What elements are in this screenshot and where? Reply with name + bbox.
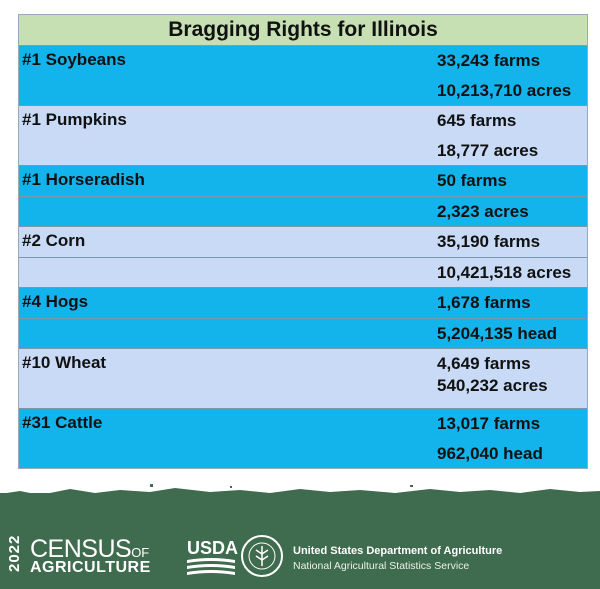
service-name: National Agricultural Statistics Service	[293, 560, 470, 572]
row-farms: 13,017 farms	[437, 414, 541, 433]
table-title: Bragging Rights for Illinois	[19, 15, 587, 46]
row-farms: 35,190 farms	[437, 232, 541, 251]
usda-logo-icon	[187, 558, 235, 575]
table-row: #4 Hogs 1,678 farms 5,204,135 head	[19, 287, 587, 348]
table-row: #1 Soybeans 33,243 farms 10,213,710 acres	[19, 46, 587, 105]
rankings-table: Bragging Rights for Illinois #1 Soybeans…	[18, 14, 588, 469]
row-amount: 2,323 acres	[437, 201, 529, 221]
row-amount: 540,232 acres	[437, 375, 548, 395]
row-item: #10 Wheat	[22, 353, 107, 372]
table-row: #31 Cattle 13,017 farms 962,040 head	[19, 408, 587, 468]
row-item: #31 Cattle	[22, 413, 103, 432]
row-item: #1 Soybeans	[22, 50, 126, 69]
table-row: #1 Pumpkins 645 farms 18,777 acres	[19, 105, 587, 165]
row-farms: 4,649 farms	[437, 354, 531, 373]
row-farms: 645 farms	[437, 111, 517, 130]
census-footer	[0, 493, 600, 589]
table-row: #1 Horseradish 50 farms 2,323 acres	[19, 165, 587, 226]
table-row: #10 Wheat 4,649 farms 540,232 acres	[19, 348, 587, 408]
row-amount: 962,040 head	[437, 443, 543, 463]
census-year: 2022	[6, 534, 23, 572]
row-amount: 10,213,710 acres	[437, 80, 572, 100]
row-farms: 33,243 farms	[437, 51, 541, 70]
table-row: #2 Corn 35,190 farms 10,421,518 acres	[19, 226, 587, 287]
row-amount: 18,777 acres	[437, 140, 539, 160]
row-item: #1 Horseradish	[22, 170, 145, 189]
row-amount: 5,204,135 head	[437, 323, 558, 343]
row-item: #2 Corn	[22, 231, 86, 250]
census-wordmark: CENSUSOF	[30, 535, 150, 563]
row-farms: 1,678 farms	[437, 293, 531, 312]
row-farms: 50 farms	[437, 171, 507, 190]
usda-logo-text: USDA	[187, 538, 239, 558]
nass-seal-icon	[241, 535, 283, 577]
row-item: #1 Pumpkins	[22, 110, 127, 129]
row-item: #4 Hogs	[22, 292, 89, 311]
department-name: United States Department of Agriculture	[293, 545, 503, 557]
row-amount: 10,421,518 acres	[437, 262, 572, 282]
agriculture-wordmark: AGRICULTURE	[30, 559, 151, 576]
